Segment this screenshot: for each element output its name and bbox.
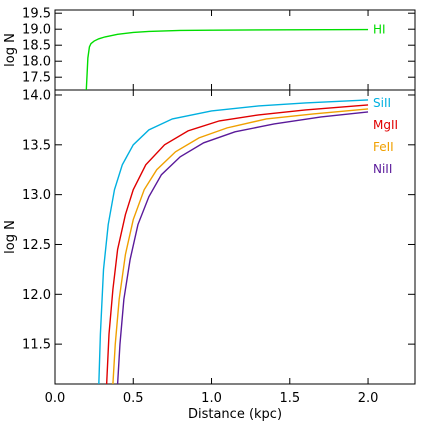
x-tick-label: 0.5 — [123, 391, 144, 406]
x-tick-label: 1.5 — [279, 391, 300, 406]
top-y-tick-label: 19.0 — [22, 23, 51, 38]
series-label-siii: SiII — [373, 96, 391, 110]
series-line-siii — [98, 99, 369, 385]
bottom-y-tick-label: 13.0 — [22, 188, 51, 203]
series-label-feii: FeII — [373, 140, 394, 154]
top-y-tick-label: 18.5 — [22, 39, 51, 54]
bottom-y-tick-label: 11.5 — [22, 338, 51, 353]
bottom-y-tick-label: 12.5 — [22, 238, 51, 253]
bottom-y-tick-label: 12.0 — [22, 288, 51, 303]
bottom-y-axis-title: log N — [3, 220, 18, 254]
top-y-tick-label: 18.0 — [22, 55, 51, 70]
series-label-niii: NiII — [373, 162, 392, 176]
series-label-mgii: MgII — [373, 118, 398, 132]
series-line-hi — [85, 28, 369, 91]
top-y-tick-label: 19.5 — [22, 7, 51, 22]
bottom-y-tick-label: 13.5 — [22, 138, 51, 153]
x-tick-label: 2.0 — [358, 391, 379, 406]
top-y-axis-title: log N — [3, 33, 18, 67]
x-axis-title: Distance (kpc) — [188, 407, 282, 422]
x-tick-label: 1.0 — [201, 391, 222, 406]
top-panel: 17.518.018.519.019.5 HI — [22, 7, 415, 91]
top-panel-frame — [54, 9, 416, 91]
top-y-tick-label: 17.5 — [22, 71, 51, 86]
series-line-mgii — [105, 104, 369, 385]
series-line-feii — [112, 108, 369, 385]
series-line-niii — [116, 111, 369, 385]
bottom-panel-frame — [54, 89, 416, 385]
series-label-hi: HI — [373, 23, 386, 37]
bottom-y-tick-label: 14.0 — [22, 88, 51, 103]
x-tick-label: 0.0 — [45, 391, 66, 406]
bottom-panel: 0.0 0.5 1.0 1.5 2.0 11.5 12.0 12.5 13.0 13.5 14.0 S… — [22, 88, 415, 406]
